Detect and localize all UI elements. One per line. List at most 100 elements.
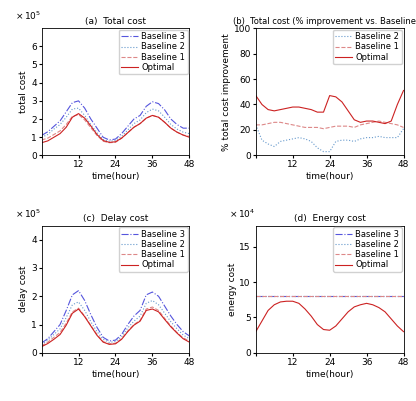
Optimal (187, 135, 192, 140)
Baseline 1 (52, 132, 57, 137)
Baseline 1 (138, 318, 143, 323)
Baseline 1 (64, 122, 69, 127)
Baseline 2 (138, 314, 143, 318)
Baseline 3 (107, 338, 112, 343)
Baseline 1 (333, 124, 338, 129)
Baseline 2 (150, 298, 155, 303)
Baseline 2 (162, 115, 167, 119)
Baseline 2 (296, 294, 301, 299)
Baseline 2 (339, 294, 344, 299)
Baseline 3 (309, 294, 314, 299)
Baseline 1 (296, 294, 301, 299)
Optimal (52, 337, 57, 342)
Legend: Baseline 2, Baseline 1, Optimal: Baseline 2, Baseline 1, Optimal (333, 30, 402, 64)
Baseline 3 (125, 322, 130, 327)
Baseline 3 (144, 292, 149, 297)
Optimal (70, 115, 75, 119)
Baseline 3 (39, 133, 44, 138)
Baseline 1 (101, 339, 106, 344)
Baseline 3 (156, 294, 161, 299)
Baseline 2 (333, 294, 338, 299)
Baseline 1 (253, 294, 258, 299)
Baseline 2 (107, 139, 112, 144)
Baseline 3 (296, 294, 301, 299)
Legend: Baseline 3, Baseline 2, Baseline 1, Optimal: Baseline 3, Baseline 2, Baseline 1, Opti… (119, 30, 188, 75)
Baseline 2 (113, 339, 118, 344)
Baseline 3 (88, 117, 93, 122)
Optimal (119, 337, 124, 342)
Optimal (296, 105, 301, 109)
Baseline 2 (144, 301, 149, 306)
Baseline 1 (260, 294, 265, 299)
X-axis label: time(hour): time(hour) (305, 172, 354, 181)
Optimal (101, 138, 106, 143)
Baseline 1 (389, 121, 394, 126)
Baseline 2 (144, 110, 149, 115)
Baseline 1 (315, 294, 320, 299)
Baseline 2 (175, 127, 180, 132)
Baseline 2 (150, 107, 155, 111)
Baseline 2 (309, 139, 314, 144)
Baseline 1 (88, 323, 93, 328)
Baseline 3 (70, 100, 75, 105)
Baseline 1 (278, 120, 283, 125)
Baseline 3 (113, 338, 118, 342)
Baseline 2 (364, 135, 369, 140)
Optimal (370, 302, 375, 307)
Baseline 2 (272, 294, 277, 299)
Baseline 3 (175, 322, 180, 327)
Optimal (260, 319, 265, 324)
Baseline 2 (395, 294, 400, 299)
Baseline 3 (45, 336, 50, 341)
Optimal (352, 304, 357, 309)
Optimal (82, 116, 87, 121)
Baseline 1 (302, 294, 307, 299)
Baseline 3 (168, 314, 173, 318)
Baseline 2 (39, 342, 44, 347)
Optimal (52, 135, 57, 140)
Baseline 2 (290, 294, 295, 299)
Baseline 2 (94, 329, 99, 334)
Title: (d)  Energy cost: (d) Energy cost (294, 215, 366, 223)
Optimal (272, 302, 277, 307)
Optimal (389, 316, 394, 321)
Baseline 3 (119, 332, 124, 337)
Optimal (253, 329, 258, 334)
Baseline 1 (265, 294, 270, 299)
Optimal (88, 324, 93, 328)
Optimal (284, 299, 289, 304)
Optimal (315, 322, 320, 327)
Baseline 3 (321, 294, 326, 299)
Baseline 2 (76, 300, 81, 304)
Baseline 3 (131, 117, 136, 122)
Baseline 3 (107, 138, 112, 142)
Baseline 3 (52, 329, 57, 334)
Baseline 2 (88, 122, 93, 127)
Optimal (187, 340, 192, 344)
Baseline 3 (113, 137, 118, 142)
Baseline 3 (278, 294, 283, 299)
Optimal (76, 307, 81, 312)
X-axis label: time(hour): time(hour) (91, 172, 140, 181)
Line: Baseline 1: Baseline 1 (42, 115, 189, 143)
Baseline 2 (82, 113, 87, 118)
Baseline 3 (253, 294, 258, 299)
Baseline 2 (45, 132, 50, 137)
Baseline 3 (302, 294, 307, 299)
Baseline 1 (265, 121, 270, 126)
Baseline 3 (156, 101, 161, 106)
Baseline 1 (181, 133, 186, 138)
Baseline 2 (358, 294, 363, 299)
Baseline 2 (82, 308, 87, 313)
Baseline 3 (150, 290, 155, 294)
Optimal (57, 332, 62, 337)
Optimal (376, 305, 381, 310)
Optimal (309, 314, 314, 318)
Baseline 3 (333, 294, 338, 299)
Optimal (315, 110, 320, 115)
Baseline 1 (364, 121, 369, 126)
Baseline 3 (168, 117, 173, 122)
Optimal (395, 324, 400, 328)
X-axis label: time(hour): time(hour) (91, 369, 140, 379)
Baseline 1 (370, 120, 375, 125)
